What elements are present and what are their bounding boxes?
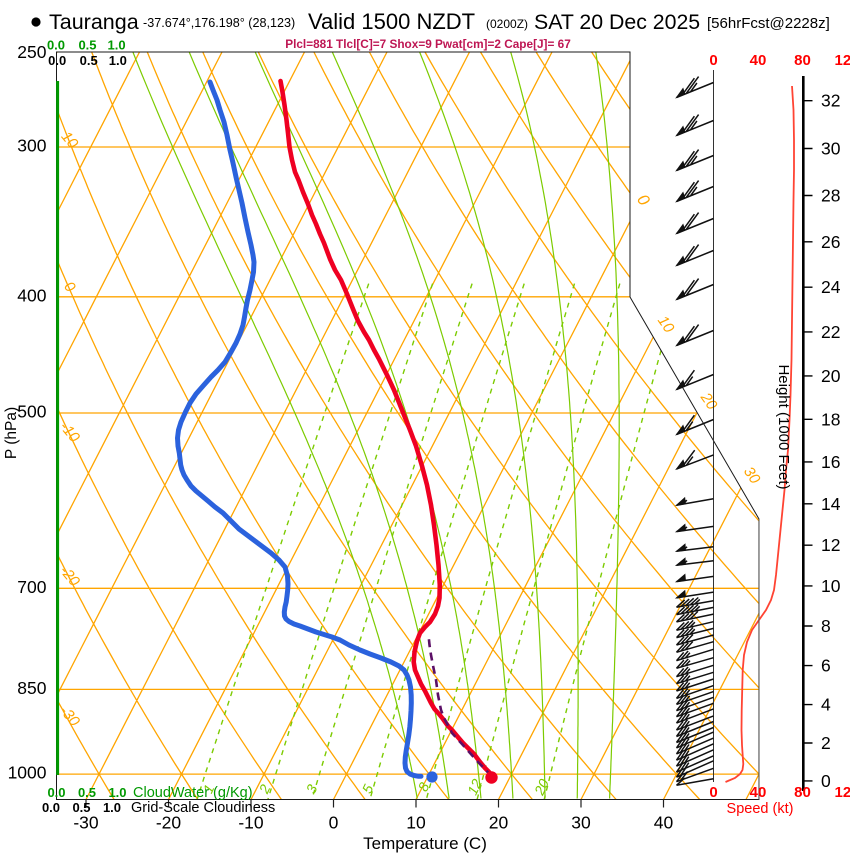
svg-text:-30: -30 <box>73 813 99 833</box>
svg-text:Valid 1500 NZDT: Valid 1500 NZDT <box>308 9 475 34</box>
svg-text:[56hrFcst@2228z]: [56hrFcst@2228z] <box>707 15 830 32</box>
svg-text:40: 40 <box>750 784 767 801</box>
svg-text:22: 22 <box>821 322 840 342</box>
svg-text:400: 400 <box>17 285 46 305</box>
svg-text:4: 4 <box>821 695 831 715</box>
svg-text:1000: 1000 <box>8 763 47 783</box>
svg-text:12: 12 <box>821 535 840 555</box>
svg-text:12: 12 <box>464 776 485 797</box>
svg-text:40: 40 <box>750 52 767 69</box>
svg-text:0: 0 <box>709 784 717 801</box>
svg-text:0: 0 <box>821 771 831 791</box>
svg-text:30: 30 <box>571 813 591 833</box>
svg-text:1.0: 1.0 <box>108 785 126 800</box>
svg-text:26: 26 <box>821 232 840 252</box>
svg-text:P (hPa): P (hPa) <box>3 407 20 459</box>
svg-text:20: 20 <box>821 366 841 386</box>
svg-text:18: 18 <box>821 409 840 429</box>
svg-text:8: 8 <box>821 616 831 636</box>
svg-text:Grid-Scale Cloudiness: Grid-Scale Cloudiness <box>131 800 275 816</box>
svg-text:20: 20 <box>531 776 553 798</box>
svg-text:-20: -20 <box>156 813 182 833</box>
svg-text:500: 500 <box>17 402 46 422</box>
svg-text:700: 700 <box>17 577 46 597</box>
svg-text:20: 20 <box>489 813 509 833</box>
svg-text:30: 30 <box>821 139 841 159</box>
svg-text:1.0: 1.0 <box>108 38 126 53</box>
svg-text:40: 40 <box>654 813 674 833</box>
svg-text:Speed (kt): Speed (kt) <box>727 801 794 817</box>
svg-text:Tauranga: Tauranga <box>49 10 139 34</box>
svg-text:10: 10 <box>821 576 841 596</box>
svg-text:80: 80 <box>794 52 811 69</box>
svg-text:250: 250 <box>17 42 46 62</box>
svg-text:1.0: 1.0 <box>109 53 127 68</box>
svg-text:300: 300 <box>17 135 46 155</box>
svg-text:0.5: 0.5 <box>80 53 98 68</box>
svg-text:Plcl=881 Tlcl[C]=7 Shox=9 Pwat: Plcl=881 Tlcl[C]=7 Shox=9 Pwat[cm]=2 Cap… <box>285 37 571 51</box>
svg-text:0: 0 <box>329 813 339 833</box>
svg-text:0.0: 0.0 <box>47 38 65 53</box>
svg-text:1.0: 1.0 <box>103 800 121 815</box>
svg-text:SAT 20 Dec 2025: SAT 20 Dec 2025 <box>534 10 700 34</box>
svg-text:6: 6 <box>821 656 831 676</box>
svg-text:28: 28 <box>821 186 840 206</box>
svg-text:80: 80 <box>794 784 811 801</box>
svg-text:0.5: 0.5 <box>78 38 96 53</box>
svg-text:32: 32 <box>821 91 840 111</box>
svg-text:0.5: 0.5 <box>78 785 96 800</box>
svg-text:(0200Z): (0200Z) <box>486 17 528 31</box>
svg-text:0.5: 0.5 <box>72 800 90 815</box>
svg-text:120: 120 <box>834 52 850 69</box>
svg-text:-37.674°,176.198° (28,123): -37.674°,176.198° (28,123) <box>143 16 295 30</box>
svg-text:0: 0 <box>709 52 717 69</box>
svg-text:2: 2 <box>821 733 831 753</box>
svg-text:10: 10 <box>406 813 426 833</box>
svg-text:14: 14 <box>821 494 841 514</box>
svg-text:CloudWater (g/Kg): CloudWater (g/Kg) <box>133 785 253 801</box>
svg-text:Temperature (C): Temperature (C) <box>363 834 487 853</box>
svg-text:16: 16 <box>821 452 840 472</box>
svg-text:24: 24 <box>821 277 841 297</box>
svg-text:120: 120 <box>834 784 850 801</box>
svg-text:Height (1000 Feet): Height (1000 Feet) <box>775 364 792 489</box>
svg-text:0.0: 0.0 <box>47 785 65 800</box>
svg-text:0.0: 0.0 <box>48 53 66 68</box>
svg-text:0.0: 0.0 <box>42 800 60 815</box>
svg-text:-10: -10 <box>238 813 264 833</box>
svg-text:850: 850 <box>17 678 46 698</box>
